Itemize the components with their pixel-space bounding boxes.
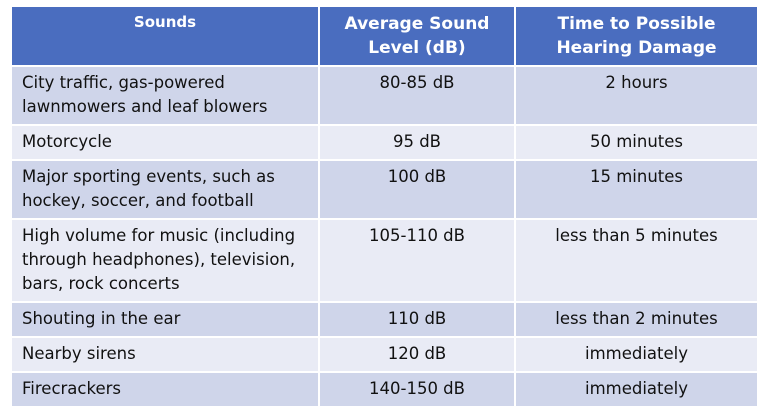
table-row: Shouting in the ear 110 dB less than 2 min…: [10, 301, 759, 338]
table-cell: Nearby sirens: [10, 336, 320, 373]
table-cell: High volume for music (including through…: [10, 218, 320, 303]
table-body: City traffic, gas-powered lawnmowers and…: [10, 65, 759, 408]
table-row: Motorcycle 95 dB 50 minutes: [10, 124, 759, 161]
table-cell: Major sporting events, such as hockey, s…: [10, 159, 320, 220]
table-row: City traffic, gas-powered lawnmowers and…: [10, 65, 759, 126]
table-cell: 140-150 dB: [318, 371, 516, 408]
table-cell: 120 dB: [318, 336, 516, 373]
table-cell: 110 dB: [318, 301, 516, 338]
table-cell: 15 minutes: [514, 159, 759, 220]
table-cell: Firecrackers: [10, 371, 320, 408]
table-cell: immediately: [514, 336, 759, 373]
table-row: Major sporting events, such as hockey, s…: [10, 159, 759, 220]
table-cell: 100 dB: [318, 159, 516, 220]
table-cell: 95 dB: [318, 124, 516, 161]
table-cell: Motorcycle: [10, 124, 320, 161]
table-header: Sounds Average Sound Level (dB) Time to Po…: [10, 5, 759, 67]
table-cell: 50 minutes: [514, 124, 759, 161]
table-row: High volume for music (including through…: [10, 218, 759, 303]
table-cell: less than 2 minutes: [514, 301, 759, 338]
header-row: Sounds Average Sound Level (dB) Time to Po…: [10, 5, 759, 67]
header-cell: Time to Possible Hearing Damage: [514, 5, 759, 67]
table-cell: less than 5 minutes: [514, 218, 759, 303]
header-cell: Average Sound Level (dB): [318, 5, 516, 67]
table-row: Nearby sirens 120 dB immediately: [10, 336, 759, 373]
hearing-table: Sounds Average Sound Level (dB) Time to Po…: [10, 5, 759, 408]
table-cell: 80-85 dB: [318, 65, 516, 126]
table-cell: 105-110 dB: [318, 218, 516, 303]
table-cell: Shouting in the ear: [10, 301, 320, 338]
table-cell: immediately: [514, 371, 759, 408]
table-cell: City traffic, gas-powered lawnmowers and…: [10, 65, 320, 126]
table-row: Firecrackers 140-150 dB immediately: [10, 371, 759, 408]
header-cell: Sounds: [10, 5, 320, 67]
table-cell: 2 hours: [514, 65, 759, 126]
